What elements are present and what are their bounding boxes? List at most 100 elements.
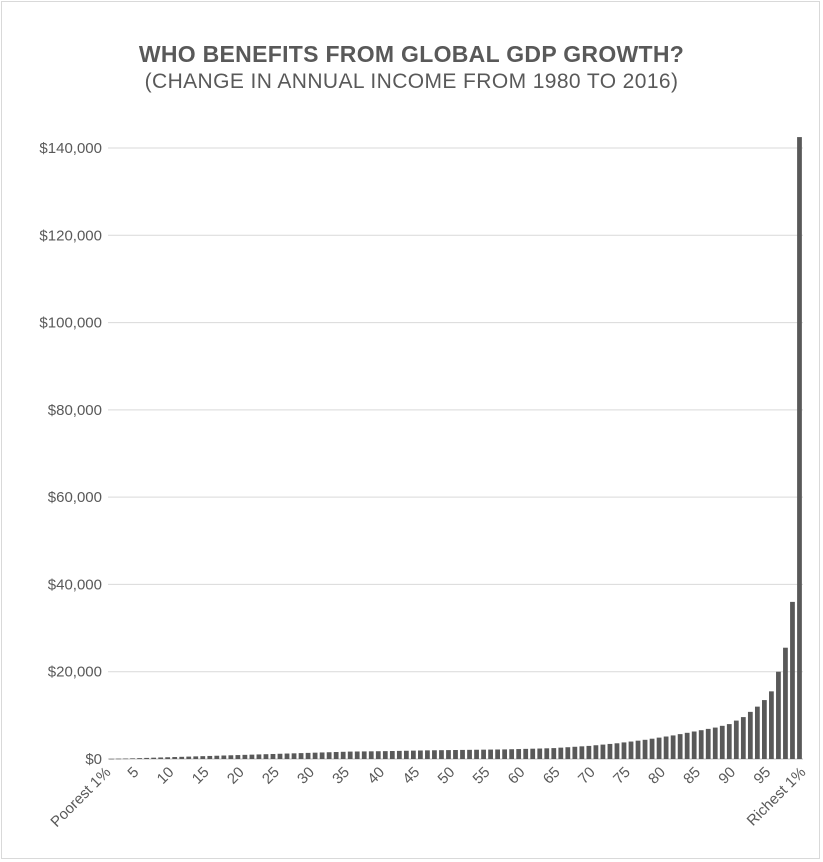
bar-56 (495, 749, 500, 759)
bar-33 (333, 752, 339, 759)
bar-8 (158, 757, 164, 759)
bar-24 (270, 753, 276, 759)
bar-90 (733, 720, 739, 759)
bar-31 (319, 752, 325, 759)
bars (109, 137, 802, 760)
bar-4 (130, 758, 135, 759)
x-tick-label: 40 (364, 764, 388, 788)
bar-14 (200, 756, 206, 759)
y-tick-label: $120,000 (39, 227, 102, 244)
bar-12 (186, 756, 192, 759)
bar-97 (783, 647, 788, 759)
bar-89 (726, 724, 732, 759)
x-tick-label: 25 (259, 764, 283, 788)
bar-67 (572, 746, 578, 759)
bar-53 (474, 749, 479, 759)
x-tick-label: 80 (645, 764, 669, 788)
bar-91 (740, 717, 746, 759)
bar-95 (769, 691, 774, 759)
bar-71 (600, 744, 606, 759)
bar-34 (340, 751, 346, 759)
y-axis-labels: $0 $20,000 $40,000 $60,000 $80,000 $100,000 $1… (39, 140, 102, 768)
bar-18 (228, 755, 234, 759)
y-tick-label: $140,000 (39, 140, 102, 157)
x-tick-label: 85 (680, 764, 704, 788)
bar-35 (347, 751, 353, 759)
bar-20 (242, 754, 248, 759)
bar-23 (263, 754, 269, 759)
x-tick-label: 10 (154, 764, 178, 788)
bar-94 (762, 700, 767, 759)
bar-25 (277, 753, 283, 759)
x-tick-label: 30 (294, 764, 318, 788)
bar-92 (747, 711, 753, 759)
bar-63 (544, 748, 550, 759)
bar-75 (628, 741, 634, 759)
y-tick-label: $60,000 (48, 489, 102, 506)
bar-54 (481, 749, 486, 759)
bar-79 (656, 737, 662, 759)
bar-30 (312, 752, 318, 759)
bar-65 (558, 747, 564, 759)
bar-16 (214, 755, 220, 759)
y-tick-label: $100,000 (39, 315, 102, 332)
bar-82 (677, 734, 683, 759)
bar-19 (235, 755, 241, 759)
bar-6 (144, 757, 149, 759)
bar-22 (256, 754, 262, 759)
bar-86 (705, 728, 711, 759)
bar-39 (375, 751, 381, 759)
y-tick-label: $0 (85, 751, 102, 768)
bar-41 (389, 751, 395, 759)
bar-64 (551, 748, 557, 759)
bar-43 (403, 750, 409, 759)
chart-title: WHO BENEFITS FROM GLOBAL GDP GROWTH? (138, 41, 685, 67)
bar-69 (586, 745, 592, 759)
bar-27 (291, 753, 297, 759)
bar-68 (579, 746, 585, 759)
bar-37 (361, 751, 367, 759)
bar-85 (698, 730, 704, 759)
bar-15 (207, 755, 213, 759)
x-tick-label: 75 (610, 764, 634, 788)
bar-42 (396, 750, 402, 759)
bar-9 (165, 757, 171, 759)
x-tick-label: 55 (470, 764, 494, 788)
bar-5 (137, 758, 142, 759)
bar-81 (670, 735, 676, 759)
bar-47 (432, 750, 437, 759)
x-tick-label: 65 (540, 764, 564, 788)
bar-51 (460, 749, 465, 759)
bar-2 (116, 758, 121, 760)
bar-36 (354, 751, 360, 759)
bar-78 (649, 738, 655, 759)
bar-48 (439, 750, 444, 759)
bar-46 (425, 750, 430, 759)
x-axis-labels: Poorest 1% 5 10 15 20 25 30 35 40 45 50 55 60 65 70 75 8… (47, 764, 809, 831)
bar-88 (719, 725, 725, 759)
bar-29 (305, 752, 311, 759)
bar-21 (249, 754, 255, 759)
bar-99 (797, 137, 802, 760)
x-tick-label: 95 (750, 764, 774, 788)
bar-50 (453, 750, 458, 759)
bar-77 (642, 739, 648, 759)
bar-49 (446, 750, 451, 759)
bar-3 (123, 758, 128, 760)
bar-70 (593, 745, 599, 759)
x-tick-label: 45 (399, 764, 423, 788)
chart-subtitle: (CHANGE IN ANNUAL INCOME FROM 1980 TO 20… (144, 70, 679, 93)
bar-1 (109, 758, 114, 760)
x-tick-label: 60 (505, 764, 529, 788)
bar-76 (635, 740, 641, 759)
bar-17 (221, 755, 227, 759)
bar-32 (326, 752, 332, 759)
bar-96 (776, 671, 781, 759)
bar-40 (382, 751, 388, 759)
x-tick-label: Poorest 1% (47, 764, 114, 831)
x-tick-label: 15 (189, 764, 213, 788)
bar-11 (179, 756, 185, 759)
x-tick-label: 35 (329, 764, 353, 788)
bar-58 (509, 749, 515, 759)
